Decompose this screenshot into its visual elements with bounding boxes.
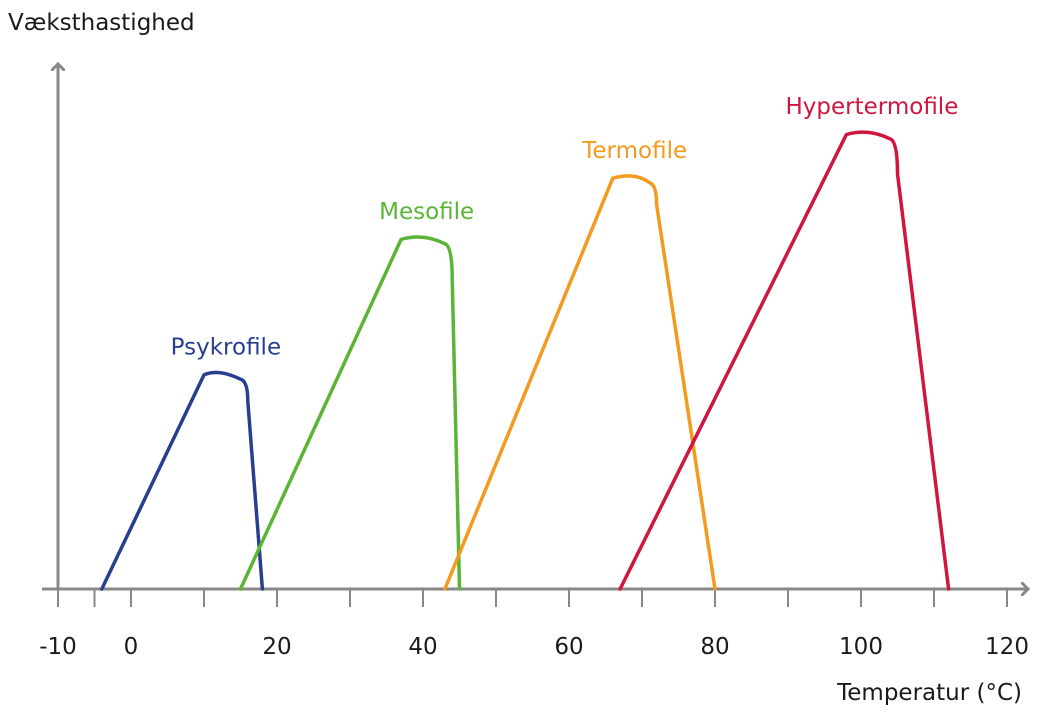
x-tick-label: 60	[554, 634, 583, 660]
x-tick-label: 0	[124, 634, 139, 660]
curve-label-psykrofile: Psykrofile	[171, 335, 281, 361]
x-tick-label: 40	[408, 634, 437, 660]
x-tick-label: -10	[39, 634, 77, 660]
curve-label-mesofile: Mesofile	[379, 199, 474, 225]
curve-hypertermofile	[618, 130, 951, 591]
y-axis-label: Vækst­hastighed	[8, 10, 195, 36]
curve-label-termofile: Termofile	[581, 138, 687, 164]
x-tick-label: 80	[700, 634, 729, 660]
curve-psykrofile	[100, 370, 265, 591]
x-ticks: -10 0 20 40 60 80 100 120	[39, 589, 1029, 660]
curve-mesofile	[238, 235, 462, 591]
x-tick-label: 20	[262, 634, 291, 660]
x-axis-label: Temperatur (°C)	[836, 680, 1022, 706]
curve-labels: Psykrofile Mesofile Termofile Hypertermofil…	[171, 94, 959, 360]
axes	[42, 64, 1028, 589]
curve-label-hypertermofile: Hypertermofile	[786, 94, 959, 120]
curve-termofile	[443, 174, 717, 591]
growth-curves	[100, 130, 951, 591]
x-tick-label: 100	[839, 634, 883, 660]
x-tick-label: 120	[985, 634, 1029, 660]
